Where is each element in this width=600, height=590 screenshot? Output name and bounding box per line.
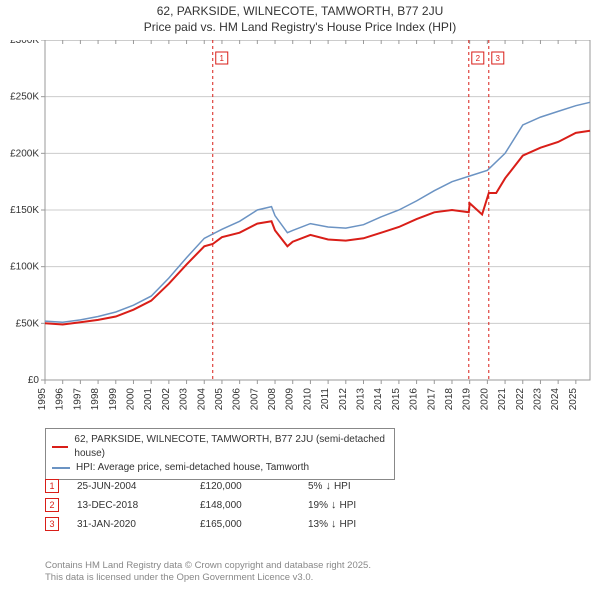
svg-text:2023: 2023: [532, 388, 543, 411]
event-price: £148,000: [200, 500, 290, 511]
svg-text:2004: 2004: [196, 388, 207, 411]
chart-legend: 62, PARKSIDE, WILNECOTE, TAMWORTH, B77 2…: [45, 428, 395, 480]
svg-text:1997: 1997: [72, 388, 83, 411]
legend-label: HPI: Average price, semi-detached house,…: [76, 461, 309, 475]
svg-text:2008: 2008: [267, 388, 278, 411]
chart-title-address: 62, PARKSIDE, WILNECOTE, TAMWORTH, B77 2…: [0, 4, 600, 18]
footer-line: This data is licensed under the Open Gov…: [45, 572, 371, 584]
svg-text:2011: 2011: [320, 388, 331, 410]
svg-text:2022: 2022: [515, 388, 526, 411]
svg-text:1996: 1996: [55, 388, 66, 411]
svg-text:2012: 2012: [338, 388, 349, 411]
svg-text:£200K: £200K: [10, 148, 39, 159]
event-diff: 13%↓HPI: [308, 518, 356, 530]
svg-text:2005: 2005: [214, 388, 225, 411]
svg-text:2010: 2010: [302, 388, 313, 411]
chart-svg: £0 £50K £100K £150K £200K £250K £300K 1995 1996 1…: [0, 40, 600, 420]
chart-title-subtitle: Price paid vs. HM Land Registry's House …: [0, 20, 600, 34]
event-diff-ref: HPI: [340, 500, 357, 511]
events-list: 125-JUN-2004£120,0005%↓HPI213-DEC-2018£1…: [45, 474, 590, 536]
svg-text:2013: 2013: [356, 388, 367, 411]
svg-text:2020: 2020: [479, 388, 490, 411]
event-price: £120,000: [200, 481, 290, 492]
arrow-down-icon: ↓: [325, 480, 331, 492]
svg-text:2006: 2006: [232, 388, 243, 411]
event-marker: 1: [45, 479, 59, 493]
legend-swatch: [52, 446, 68, 448]
svg-text:£300K: £300K: [10, 40, 39, 46]
event-marker: 2: [45, 498, 59, 512]
event-row: 2 13-DEC-2018 £148,000 19%↓HPI: [45, 498, 590, 512]
svg-text:£150K: £150K: [10, 205, 39, 216]
svg-text:2: 2: [476, 54, 481, 63]
svg-text:2015: 2015: [391, 388, 402, 411]
svg-text:2002: 2002: [161, 388, 172, 411]
event-diff-pct: 5%: [308, 481, 322, 492]
svg-text:2016: 2016: [409, 388, 420, 411]
svg-text:2014: 2014: [373, 388, 384, 411]
event-date: 25-JUN-2004: [77, 481, 182, 492]
event-diff-pct: 19%: [308, 500, 328, 511]
svg-text:2003: 2003: [179, 388, 190, 411]
event-diff: 5%↓HPI: [308, 480, 351, 492]
svg-text:2007: 2007: [249, 388, 260, 411]
legend-label: 62, PARKSIDE, WILNECOTE, TAMWORTH, B77 2…: [74, 433, 388, 461]
svg-text:2017: 2017: [426, 388, 437, 411]
svg-text:2021: 2021: [497, 388, 508, 411]
event-diff-ref: HPI: [340, 519, 357, 530]
svg-text:3: 3: [496, 54, 501, 63]
svg-text:1998: 1998: [90, 388, 101, 411]
legend-row: HPI: Average price, semi-detached house,…: [52, 461, 388, 475]
legend-row: 62, PARKSIDE, WILNECOTE, TAMWORTH, B77 2…: [52, 433, 388, 461]
event-row: 1 25-JUN-2004 £120,000 5%↓HPI: [45, 479, 590, 493]
event-marker: 3: [45, 517, 59, 531]
svg-text:2019: 2019: [462, 388, 473, 411]
event-row: 3 31-JAN-2020 £165,000 13%↓HPI: [45, 517, 590, 531]
footer-line: Contains HM Land Registry data © Crown c…: [45, 560, 371, 572]
event-date: 31-JAN-2020: [77, 519, 182, 530]
chart-plot: £0 £50K £100K £150K £200K £250K £300K 1995 1996 1…: [0, 40, 600, 420]
svg-text:£250K: £250K: [10, 92, 39, 103]
event-date: 13-DEC-2018: [77, 500, 182, 511]
event-price: £165,000: [200, 519, 290, 530]
legend-swatch: [52, 467, 70, 469]
chart-titles: 62, PARKSIDE, WILNECOTE, TAMWORTH, B77 2…: [0, 0, 600, 34]
svg-text:2025: 2025: [568, 388, 579, 411]
svg-text:1999: 1999: [108, 388, 119, 411]
svg-text:2024: 2024: [550, 388, 561, 411]
svg-text:2000: 2000: [125, 388, 136, 411]
footer-attribution: Contains HM Land Registry data © Crown c…: [45, 560, 371, 584]
svg-text:1995: 1995: [37, 388, 48, 411]
svg-text:2018: 2018: [444, 388, 455, 411]
event-diff: 19%↓HPI: [308, 499, 356, 511]
event-diff-pct: 13%: [308, 519, 328, 530]
svg-text:1: 1: [220, 54, 225, 63]
svg-text:2009: 2009: [285, 388, 296, 411]
svg-text:£100K: £100K: [10, 262, 39, 273]
svg-text:2001: 2001: [143, 388, 154, 411]
arrow-down-icon: ↓: [331, 518, 337, 530]
arrow-down-icon: ↓: [331, 499, 337, 511]
svg-text:£50K: £50K: [16, 318, 40, 329]
svg-text:£0: £0: [28, 375, 40, 386]
event-diff-ref: HPI: [334, 481, 351, 492]
